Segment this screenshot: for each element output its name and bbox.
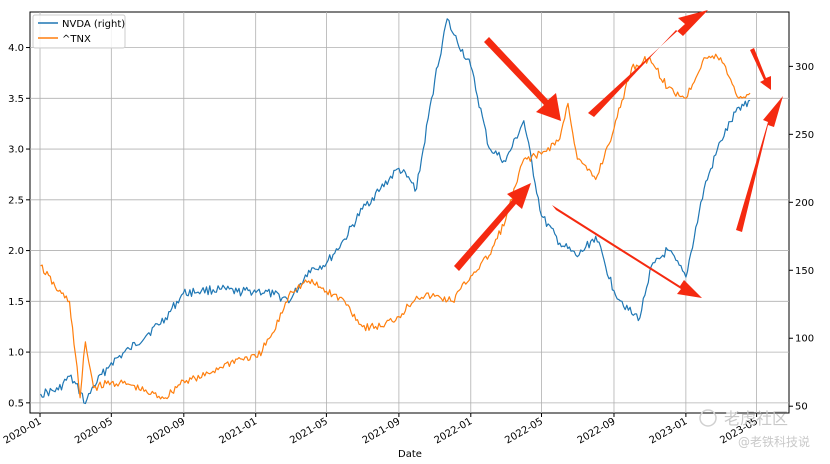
- y-axis-left: 0.5 1.0 1.5 2.0 2.5 3.0 3.5 4.0: [8, 43, 30, 409]
- legend-label-tnx: ^TNX: [62, 34, 91, 45]
- x-tick-label: 2020-01: [2, 416, 44, 446]
- y-right-tick-label: 250: [795, 130, 814, 141]
- x-axis-label: Date: [398, 449, 422, 460]
- x-tick-label: 2022-01: [433, 416, 475, 446]
- arrow-down-right-2: [750, 48, 771, 90]
- arrow-down-right-3: [552, 205, 702, 298]
- legend-label-nvda: NVDA (right): [62, 19, 125, 30]
- arrow-up-right-3: [736, 96, 783, 232]
- y-right-tick-label: 50: [795, 402, 808, 413]
- annotation-arrows: [454, 10, 783, 298]
- x-axis: 2020-01 2020-05 2020-09 2021-01 2021-05 2021-…: [2, 413, 760, 446]
- watermark: 老虎社区 @老铁科技说: [699, 409, 810, 449]
- watermark-line1: 老虎社区: [724, 409, 788, 428]
- y-right-tick-label: 150: [795, 266, 814, 277]
- series-line-tnx: [40, 53, 751, 400]
- watermark-logo-icon: [699, 409, 717, 427]
- series-line-nvda: [40, 18, 751, 405]
- arrow-up-right-1: [588, 10, 708, 117]
- x-tick-label: 2021-05: [288, 416, 330, 446]
- x-tick-label: 2022-05: [503, 416, 545, 446]
- y-left-tick-label: 1.5: [8, 297, 24, 308]
- y-right-tick-label: 100: [795, 334, 814, 345]
- y-axis-right: 50 100 150 200 250 300: [789, 62, 814, 413]
- y-left-tick-label: 4.0: [8, 43, 24, 54]
- y-left-tick-label: 2.5: [8, 195, 24, 206]
- y-right-tick-label: 300: [795, 62, 814, 73]
- gridlines: [30, 12, 789, 413]
- y-left-tick-label: 2.0: [8, 246, 24, 257]
- plot-area: [29, 11, 790, 414]
- x-tick-label: 2023-01: [648, 416, 690, 446]
- y-left-tick-label: 3.0: [8, 145, 24, 156]
- y-left-tick-label: 1.0: [8, 348, 24, 359]
- y-right-tick-label: 200: [795, 198, 814, 209]
- x-tick-label: 2021-09: [361, 416, 403, 446]
- arrow-down-right-1: [484, 37, 561, 121]
- legend: NVDA (right) ^TNX: [32, 14, 126, 49]
- y-left-tick-label: 0.5: [8, 398, 24, 409]
- x-tick-label: 2020-09: [146, 416, 188, 446]
- y-left-tick-label: 3.5: [8, 94, 24, 105]
- x-tick-label: 2021-01: [217, 416, 259, 446]
- series-lines: [40, 18, 751, 405]
- watermark-line2: @老铁科技说: [738, 434, 810, 449]
- x-tick-label: 2022-09: [576, 416, 618, 446]
- arrow-up-right-2: [454, 183, 531, 271]
- x-tick-label: 2020-05: [73, 416, 115, 446]
